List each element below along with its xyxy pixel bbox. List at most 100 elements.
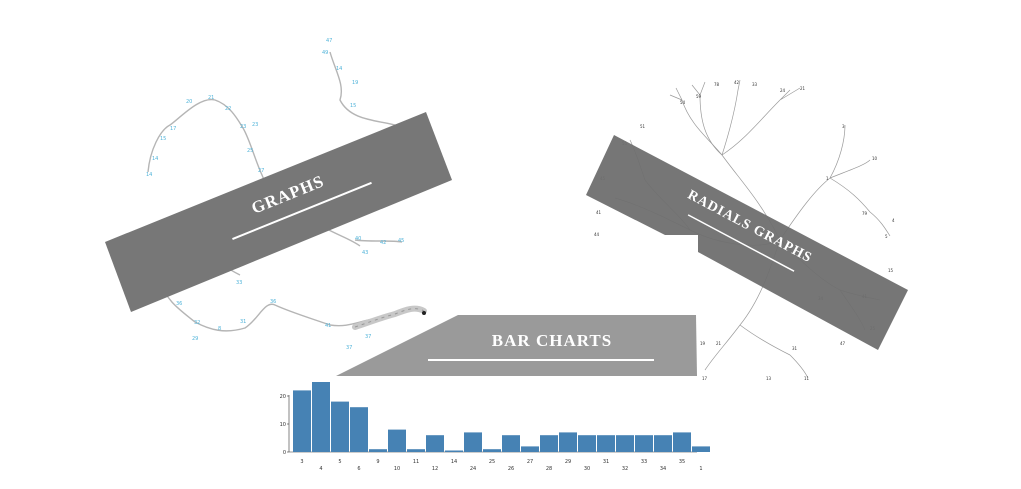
svg-text:41: 41 [596,210,602,215]
y-tick-label: 20 [280,394,286,400]
x-tick-label: 24 [470,466,476,472]
bar-29[interactable] [559,432,577,452]
svg-text:14: 14 [336,66,342,72]
bar-10[interactable] [388,429,406,452]
bar-1[interactable] [692,446,710,452]
svg-text:32: 32 [194,320,200,326]
x-tick-label: 9 [376,459,379,465]
svg-text:8: 8 [218,326,221,332]
x-tick-label: 33 [641,459,647,465]
svg-text:4: 4 [892,218,895,223]
bar-25[interactable] [483,449,501,452]
svg-text:59: 59 [696,94,702,99]
svg-text:31: 31 [240,319,246,325]
svg-text:37: 37 [346,345,352,351]
bar-33[interactable] [635,435,653,452]
svg-text:19: 19 [700,341,706,346]
bar-27[interactable] [521,446,539,452]
x-tick-label: 10 [394,466,400,472]
svg-text:14: 14 [146,172,152,178]
bar-4[interactable] [312,382,330,452]
x-tick-label: 26 [508,466,514,472]
bar-35[interactable] [673,432,691,452]
svg-text:40: 40 [355,236,361,242]
bar-6[interactable] [350,407,368,452]
x-tick-label: 25 [489,459,495,465]
bar-26[interactable] [502,435,520,452]
x-tick-label: 29 [565,459,571,465]
svg-text:15: 15 [350,103,356,109]
svg-text:36: 36 [176,301,182,307]
svg-text:44: 44 [594,232,600,237]
svg-text:79: 79 [862,211,868,216]
svg-text:11: 11 [804,376,810,381]
svg-text:13: 13 [766,376,772,381]
bar-charts-banner-underline [428,359,654,361]
bar-34[interactable] [654,435,672,452]
bar-28[interactable] [540,435,558,452]
bar-5[interactable] [331,401,349,452]
svg-text:51: 51 [640,124,646,129]
svg-text:21: 21 [208,95,214,101]
svg-text:1: 1 [826,176,829,181]
svg-text:21: 21 [800,86,806,91]
x-tick-label: 30 [584,466,590,472]
svg-text:49: 49 [322,50,328,56]
svg-text:33: 33 [236,280,242,286]
svg-text:42: 42 [734,80,740,85]
svg-text:19: 19 [352,80,358,86]
svg-text:41: 41 [325,323,331,329]
svg-text:20: 20 [186,99,192,105]
svg-text:14: 14 [152,156,158,162]
x-tick-label: 31 [603,459,609,465]
svg-text:36: 36 [270,299,276,305]
svg-text:25: 25 [247,148,253,154]
y-tick-label: 0 [283,450,286,456]
graphs-banner-underline [232,181,372,240]
x-tick-label: 11 [413,459,419,465]
bar-14[interactable] [445,450,463,453]
svg-text:22: 22 [225,106,231,112]
svg-text:5: 5 [885,234,888,239]
svg-text:17: 17 [702,376,708,381]
svg-text:27: 27 [258,168,264,174]
bar-3[interactable] [293,390,311,452]
svg-text:24: 24 [780,88,786,93]
svg-text:47: 47 [326,38,332,44]
svg-text:17: 17 [170,126,176,132]
x-tick-label: 34 [660,466,666,472]
x-tick-label: 35 [679,459,685,465]
bar-12[interactable] [426,435,444,452]
svg-text:45: 45 [398,238,404,244]
bar-31[interactable] [597,435,615,452]
bar-30[interactable] [578,435,596,452]
svg-text:23: 23 [252,122,258,128]
bar-32[interactable] [616,435,634,452]
svg-text:31: 31 [792,346,798,351]
x-tick-label: 27 [527,459,533,465]
svg-text:15: 15 [888,268,894,273]
x-tick-label: 32 [622,466,628,472]
svg-text:54: 54 [680,100,686,105]
svg-text:21: 21 [716,341,722,346]
x-tick-label: 12 [432,466,438,472]
svg-text:78: 78 [714,82,720,87]
bar-9[interactable] [369,449,387,452]
x-tick-label: 4 [319,466,322,472]
svg-text:33: 33 [752,82,758,87]
x-tick-label: 28 [546,466,552,472]
bar-24[interactable] [464,432,482,452]
svg-text:29: 29 [192,336,198,342]
y-tick-label: 10 [280,422,286,428]
svg-text:42: 42 [380,240,386,246]
svg-text:43: 43 [362,250,368,256]
svg-text:47: 47 [840,341,846,346]
bar-11[interactable] [407,449,425,452]
svg-text:23: 23 [240,124,246,130]
svg-text:37: 37 [365,334,371,340]
x-tick-label: 6 [357,466,360,472]
